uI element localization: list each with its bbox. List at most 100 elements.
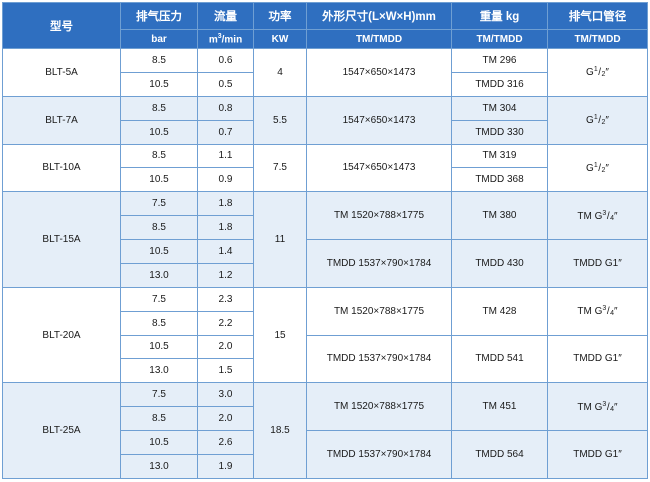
flow-unit-sup: 3 xyxy=(217,32,222,40)
pressure-cell: 10.5 xyxy=(120,239,198,264)
outlet-tmdd-cell: TMDD G1″ xyxy=(547,239,648,288)
table-row: 10.5 1.4 TMDD 1537×790×1784 TMDD 430 TMDD G1… xyxy=(3,239,648,288)
col-dims-header: 外形尺寸(L×W×H)mm xyxy=(306,2,452,30)
pressure-cell: 10.5 xyxy=(120,430,198,455)
pipe-inch-mark: ″ xyxy=(614,401,618,413)
weight-cell: TMDD 330 xyxy=(451,119,548,145)
pipe-denominator: 4 xyxy=(610,214,615,222)
model-cell: BLT-20A xyxy=(2,286,121,384)
pipe-prefix: TM G xyxy=(577,401,603,413)
outlet-unit: TM/TMDD xyxy=(547,29,648,49)
dims-tm-cell: TM 1520×788×1775 xyxy=(306,286,452,336)
table-row: BLT-10A 8.5 1.1 7.5 1547×650×1473 TM 319 G1/2″ xyxy=(2,143,648,193)
weight-tmdd-cell: TMDD 564 xyxy=(451,430,548,479)
flow-cell: 2.2 xyxy=(197,310,254,336)
weight-tmdd-cell: TMDD 541 xyxy=(451,334,548,384)
table-row: 8.5 2.2 xyxy=(3,310,648,336)
pipe-denominator: 4 xyxy=(610,310,615,318)
pipe-numerator: 3 xyxy=(602,400,607,408)
table-row: 13.0 1.2 xyxy=(3,262,648,288)
dims-tm-cell: TM 1520×788×1775 xyxy=(306,382,452,431)
weight-tm-cell: TM 380 xyxy=(451,191,548,240)
pressure-cell: 8.5 xyxy=(120,143,198,169)
pipe-inch-mark: ″ xyxy=(605,115,609,127)
table-row: BLT-15A 7.5 1.8 11 TM 1520×788×1775 TM 380 TM … xyxy=(2,191,648,288)
col-model-header: 型号 xyxy=(2,2,121,49)
col-outlet-header: 排气口管径 xyxy=(547,2,648,30)
pressure-unit: bar xyxy=(120,29,198,49)
pressure-cell: 13.0 xyxy=(120,453,198,480)
weight-cell: TMDD 316 xyxy=(451,71,548,97)
flow-cell: 2.0 xyxy=(197,334,254,360)
weight-cell: TM 304 xyxy=(451,95,548,121)
flow-cell: 3.0 xyxy=(197,382,254,408)
pipe-numerator: 3 xyxy=(602,209,607,217)
pipe-denominator: 2 xyxy=(601,166,606,174)
flow-unit: m3/min xyxy=(197,29,254,49)
outlet-tmdd-cell: TMDD G1″ xyxy=(547,430,648,479)
table-body: BLT-5A 8.5 0.6 4 1547×650×1473 TM 296 G1/2″ 10.… xyxy=(2,48,648,480)
pressure-cell: 8.5 xyxy=(120,310,198,336)
table-row: BLT-20A 7.5 2.3 15 TM 1520×788×1775 TM 428 TM … xyxy=(2,286,648,384)
model-cell: BLT-15A xyxy=(2,191,121,288)
power-unit: KW xyxy=(253,29,307,49)
flow-unit-m: m xyxy=(208,34,218,46)
weight-tmdd-cell: TMDD 430 xyxy=(451,239,548,288)
pipe-fraction-slash: / xyxy=(606,210,610,222)
flow-cell: 0.7 xyxy=(197,119,254,145)
pressure-cell: 13.0 xyxy=(120,262,198,288)
table-row: 10.5 0.9 TMDD 368 xyxy=(3,167,648,193)
flow-cell: 1.4 xyxy=(197,239,254,264)
pipe-prefix: G xyxy=(586,115,594,127)
power-cell: 18.5 xyxy=(253,382,307,479)
pipe-prefix: TM G xyxy=(577,210,603,222)
pressure-cell: 7.5 xyxy=(120,286,198,312)
table-header: 型号 排气压力 流量 功率 外形尺寸(L×W×H)mm 重量 kg 排气口管径 … xyxy=(2,2,648,49)
header-row: 型号 排气压力 流量 功率 外形尺寸(L×W×H)mm 重量 kg 排气口管径 xyxy=(2,2,648,49)
table-row: 10.5 2.0 TMDD 1537×790×1784 TMDD 541 TMDD G1… xyxy=(3,334,648,384)
pipe-fraction-slash: / xyxy=(598,162,601,174)
outlet-tm-cell: TM G3/4″ xyxy=(547,286,648,336)
weight-cell: TMDD 368 xyxy=(451,167,548,193)
outlet-cell: G1/2″ xyxy=(547,95,648,145)
unit-row: bar m3/min KW TM/TMDD TM/TMDD TM/TMDD xyxy=(3,29,648,49)
weight-cell: TM 296 xyxy=(451,48,548,73)
pipe-inch-mark: ″ xyxy=(614,306,618,318)
table-row: 13.0 1.9 xyxy=(3,453,648,480)
weight-tm-cell: TM 428 xyxy=(451,286,548,336)
flow-cell: 1.1 xyxy=(197,143,254,169)
pipe-inch-mark: ″ xyxy=(605,67,609,79)
pressure-cell: 10.5 xyxy=(120,167,198,193)
pipe-inch-mark: ″ xyxy=(605,162,609,174)
pressure-cell: 10.5 xyxy=(120,71,198,97)
table-row: BLT-7A 8.5 0.8 5.5 1547×650×1473 TM 304 G1/2″ xyxy=(2,95,648,145)
pipe-denominator: 4 xyxy=(610,405,615,413)
table-row: 10.5 0.5 TMDD 316 xyxy=(3,71,648,97)
flow-cell: 1.8 xyxy=(197,215,254,240)
power-cell: 15 xyxy=(253,286,307,384)
pipe-numerator: 1 xyxy=(593,114,598,122)
col-weight-header: 重量 kg xyxy=(451,2,548,30)
power-cell: 4 xyxy=(253,48,307,97)
col-power-header: 功率 xyxy=(253,2,307,30)
dims-cell: 1547×650×1473 xyxy=(306,95,452,145)
table-row: 10.5 0.7 TMDD 330 xyxy=(3,119,648,145)
model-cell: BLT-10A xyxy=(2,143,121,193)
col-flow-header: 流量 xyxy=(197,2,254,30)
pressure-cell: 8.5 xyxy=(120,406,198,431)
flow-cell: 0.8 xyxy=(197,95,254,121)
table-row: BLT-5A 8.5 0.6 4 1547×650×1473 TM 296 G1/2″ xyxy=(2,48,648,97)
flow-cell: 1.5 xyxy=(197,358,254,384)
pressure-cell: 8.5 xyxy=(120,48,198,73)
pipe-fraction-slash: / xyxy=(606,401,610,413)
dims-tmdd-cell: TMDD 1537×790×1784 xyxy=(306,239,452,288)
dims-tmdd-cell: TMDD 1537×790×1784 xyxy=(306,430,452,479)
pipe-inch-mark: ″ xyxy=(614,210,618,222)
pipe-numerator: 1 xyxy=(593,161,598,169)
dims-unit: TM/TMDD xyxy=(306,29,452,49)
pressure-cell: 10.5 xyxy=(120,119,198,145)
table-row: 10.5 2.6 TMDD 1537×790×1784 TMDD 564 TMDD G1… xyxy=(3,430,648,479)
outlet-tmdd-cell: TMDD G1″ xyxy=(547,334,648,384)
pipe-denominator: 2 xyxy=(601,119,606,127)
